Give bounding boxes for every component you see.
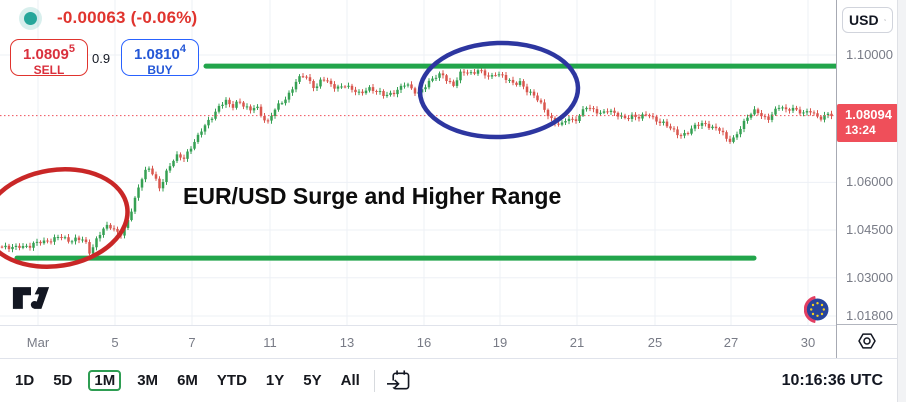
- eur-flag-icon: [804, 296, 829, 323]
- buy-price: 1.08104: [133, 43, 186, 63]
- price-scale-settings-button[interactable]: [857, 331, 877, 351]
- sell-price: 1.08095: [22, 43, 75, 63]
- clock: 10:16:36 UTC: [781, 371, 883, 389]
- currency-selector[interactable]: USD: [842, 7, 893, 33]
- time-axis-label: 30: [800, 335, 816, 350]
- price-axis-label: 1.04500: [846, 222, 893, 238]
- page-scrollbar[interactable]: [897, 0, 906, 402]
- price-axis-label: 1.03000: [846, 269, 893, 285]
- price-axis-label: 1.01800: [846, 308, 893, 323]
- time-axis-label: 19: [492, 335, 508, 350]
- last-price: 1.08094: [845, 106, 892, 122]
- chevron-down-icon: [883, 19, 886, 21]
- time-axis-label: 7: [188, 335, 196, 350]
- high-range-circle: [417, 40, 581, 140]
- axis-divider: [837, 324, 897, 325]
- toolbar-divider: [373, 369, 375, 392]
- chart-area[interactable]: -0.00063 (-0.06%) 1.08095 SELL 0.9 1.081…: [0, 0, 836, 325]
- low-range-circle: [0, 167, 130, 269]
- range-button-6m[interactable]: 6M: [174, 370, 201, 391]
- countdown-timer: 13:24: [845, 122, 876, 137]
- sell-button[interactable]: 1.08095 SELL: [10, 39, 88, 77]
- last-price-badge: 1.08094 13:24: [837, 103, 898, 142]
- tradingview-logo[interactable]: [12, 286, 50, 310]
- candlestick-series: [0, 67, 833, 257]
- eu-stars: [810, 302, 825, 317]
- bottom-toolbar: 1D 5D 1M 3M 6M YTD 1Y 5Y All 10:16:36 UTC: [0, 358, 897, 402]
- time-axis-label: 13: [339, 335, 355, 350]
- range-button-ytd[interactable]: YTD: [214, 370, 250, 391]
- calendar-arrow-icon: [386, 370, 410, 390]
- time-axis-label: 5: [111, 335, 119, 350]
- buy-button[interactable]: 1.08104 BUY: [121, 39, 199, 77]
- range-button-1d[interactable]: 1D: [12, 370, 37, 391]
- buy-label: BUY: [147, 63, 173, 77]
- range-button-1y[interactable]: 1Y: [263, 370, 287, 391]
- currency-label: USD: [849, 12, 879, 28]
- time-axis-label: Mar: [26, 335, 50, 350]
- range-button-1m[interactable]: 1M: [88, 370, 122, 391]
- range-button-5y[interactable]: 5Y: [300, 370, 324, 391]
- range-button-5d[interactable]: 5D: [50, 370, 75, 391]
- time-axis-label: 25: [647, 335, 663, 350]
- time-axis-label: 21: [569, 335, 585, 350]
- time-axis[interactable]: Mar 5 7 11 13 16 19 21 25 27 30: [0, 325, 836, 359]
- range-button-3m[interactable]: 3M: [134, 370, 161, 391]
- sell-label: SELL: [33, 63, 65, 77]
- go-to-date-button[interactable]: [386, 369, 411, 392]
- time-axis-label: 27: [723, 335, 739, 350]
- spread-value: 0.9: [92, 51, 111, 66]
- range-selector: 1D 5D 1M 3M 6M YTD 1Y 5Y All: [12, 370, 363, 391]
- market-status-dot: [24, 12, 37, 25]
- chart-annotation-title: EUR/USD Surge and Higher Range: [183, 183, 562, 209]
- time-axis-label: 11: [263, 335, 277, 350]
- price-axis-label: 1.10000: [846, 47, 893, 62]
- range-button-all[interactable]: All: [338, 370, 363, 391]
- price-change-text: -0.00063 (-0.06%): [57, 8, 198, 27]
- gear-icon: [858, 333, 876, 349]
- price-axis[interactable]: USD 1.10000 1.06000 1.04500 1.03000 1.01800 …: [836, 0, 898, 358]
- price-axis-label: 1.06000: [846, 174, 893, 190]
- time-axis-label: 16: [416, 335, 432, 350]
